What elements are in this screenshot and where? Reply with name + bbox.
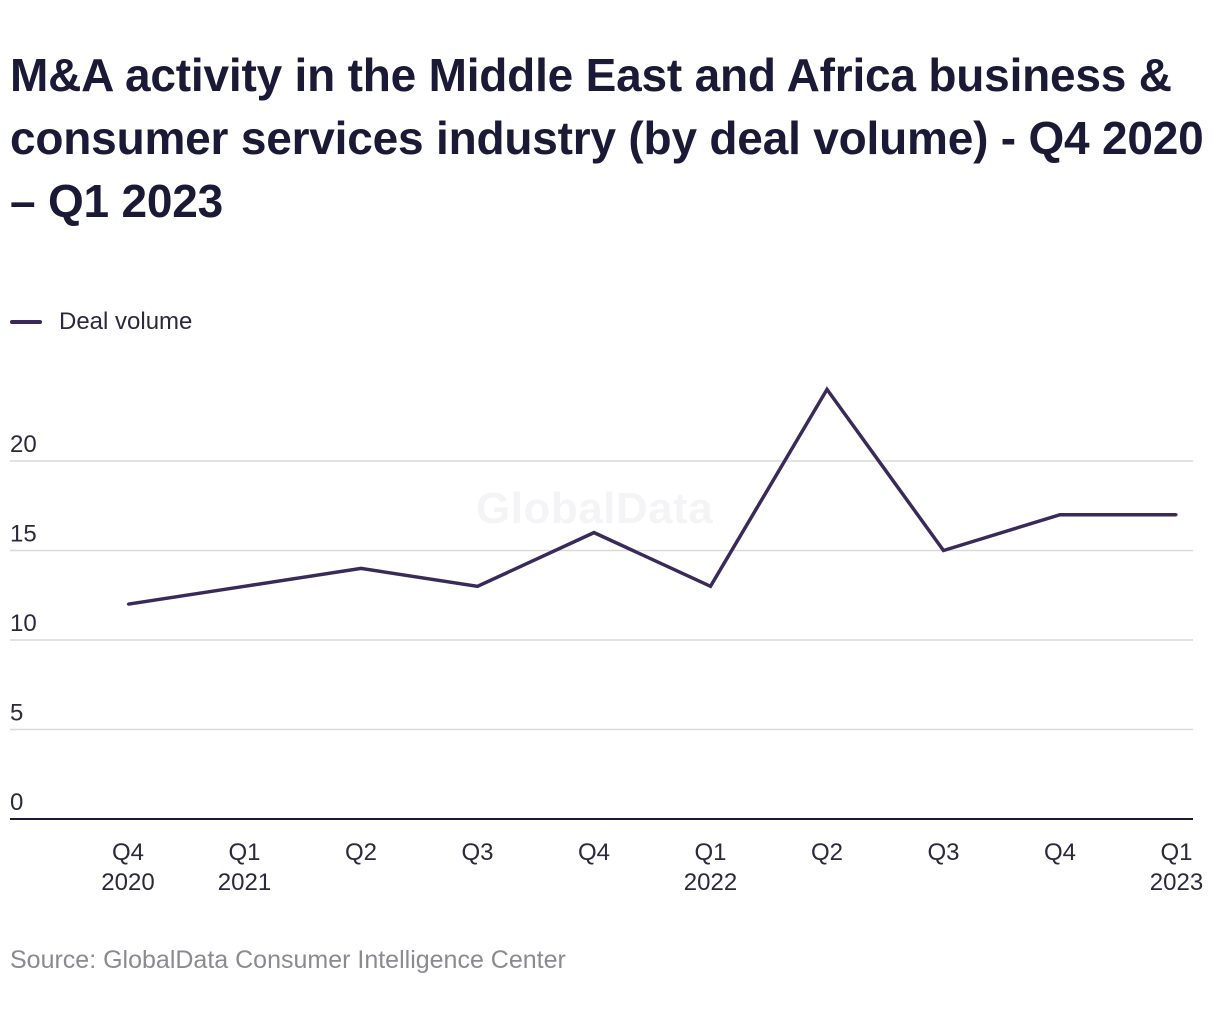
data-point [592, 531, 596, 534]
series-line-deal-volume [127, 386, 1177, 606]
data-point [243, 585, 246, 588]
data-point [359, 567, 363, 570]
x-tick-label: Q1 2023 [1150, 839, 1203, 896]
data-point [942, 549, 945, 552]
x-tick-label: Q3 [461, 839, 493, 866]
y-tick-label-15: 15 [10, 521, 37, 548]
legend-swatch [10, 320, 42, 324]
x-axis-ticks: Q4 2020 Q1 2021 Q2 Q3 Q4 Q1 2022 Q2 Q3 Q4 Q1 2023 [101, 839, 1203, 896]
y-axis-ticks: 0 5 10 15 20 [10, 431, 37, 816]
x-tick-label: Q2 [811, 839, 843, 866]
data-point [476, 585, 479, 588]
legend: Deal volume [10, 306, 192, 338]
watermark: GlobalData [476, 484, 714, 533]
y-tick-label-20: 20 [10, 431, 37, 458]
gridlines [10, 460, 1193, 731]
series [126, 386, 1178, 606]
data-point [825, 388, 829, 391]
legend-label: Deal volume [59, 308, 193, 335]
source-note: Source: GlobalData Consumer Intelligence… [10, 946, 566, 974]
x-tick-label: Q4 2020 [101, 839, 154, 896]
x-tick-label: Q1 2022 [684, 839, 737, 896]
chart-title: M&A activity in the Middle East and Afri… [10, 49, 1204, 227]
data-point [709, 585, 712, 588]
x-tick-label: Q2 [345, 839, 377, 866]
data-point [1058, 513, 1062, 516]
x-tick-label: Q1 2021 [218, 839, 271, 896]
x-tick-label: Q3 [927, 839, 959, 866]
x-tick-label: Q4 [578, 839, 610, 866]
y-tick-label-10: 10 [10, 610, 37, 637]
data-point [126, 603, 130, 606]
y-tick-label-0: 0 [10, 789, 23, 816]
x-tick-label: Q4 [1044, 839, 1076, 866]
y-tick-label-5: 5 [10, 700, 23, 727]
data-point [1175, 513, 1178, 516]
